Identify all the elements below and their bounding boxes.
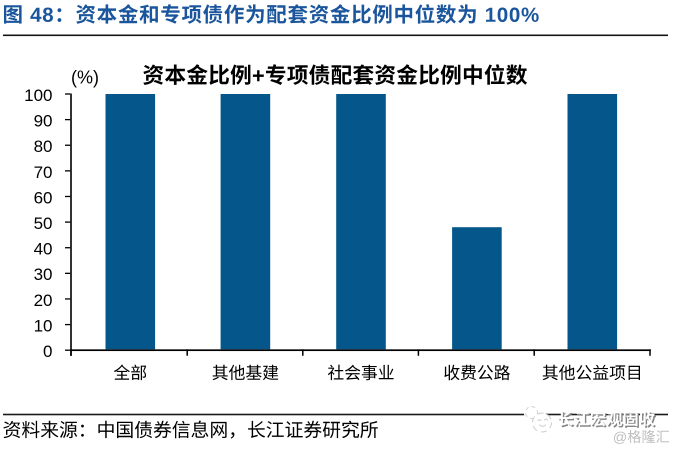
svg-text:(%): (%) [71, 68, 99, 88]
svg-text:50: 50 [34, 214, 53, 233]
svg-text:40: 40 [34, 240, 53, 259]
svg-text:90: 90 [34, 112, 53, 131]
svg-text:10: 10 [34, 317, 53, 336]
svg-text:0: 0 [43, 342, 52, 361]
svg-text:100: 100 [24, 86, 52, 105]
svg-text:30: 30 [34, 265, 53, 284]
svg-text:70: 70 [34, 163, 53, 182]
svg-text:20: 20 [34, 291, 53, 310]
svg-text:80: 80 [34, 137, 53, 156]
svg-text:60: 60 [34, 188, 53, 207]
